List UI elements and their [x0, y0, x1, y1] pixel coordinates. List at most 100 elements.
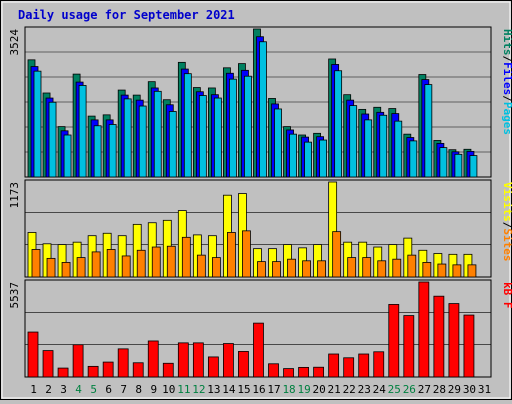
x-axis-day-label: 18	[282, 383, 295, 396]
hits-files-pages-bar-pages	[379, 114, 388, 178]
visits-sites-bar-sites	[106, 249, 116, 278]
hits-files-pages-bar-pages	[63, 134, 72, 178]
hits-files-pages-bar-pages	[93, 125, 102, 178]
kbytes-bar-kb-f	[283, 368, 294, 378]
x-axis-day-label: 5	[90, 383, 97, 396]
x-axis-day-label: 12	[192, 383, 205, 396]
legend-item: Pages	[501, 102, 512, 135]
x-axis-day-label: 26	[403, 383, 416, 396]
kbytes-bar-kb-f	[433, 295, 445, 378]
x-axis-day-label: 8	[135, 383, 142, 396]
x-axis-day-label: 14	[222, 383, 236, 396]
kbytes-bar-kb-f	[358, 353, 370, 378]
kbytes-bar-kb-f	[177, 342, 189, 378]
visits-sites-bar-sites	[287, 258, 296, 278]
x-axis-day-label: 25	[388, 383, 401, 396]
kbytes-bar-kb-f	[448, 303, 460, 378]
hits-files-pages-bar-pages	[334, 70, 343, 178]
hits-files-pages-bar-pages	[123, 98, 132, 178]
visits-sites-bar-sites	[91, 251, 101, 278]
x-axis-day-label: 10	[162, 383, 175, 396]
hits-files-pages-bar-pages	[138, 105, 147, 178]
kbytes-bar-kb-f	[343, 357, 355, 378]
hits-files-pages-bar-pages	[424, 84, 433, 178]
kbytes-bar-kb-f	[388, 304, 400, 378]
x-axis-day-label: 3	[60, 383, 67, 396]
hits-files-pages-bar-pages	[33, 70, 42, 178]
x-axis-day-label: 21	[328, 383, 341, 396]
hits-files-pages-bar-pages	[304, 141, 312, 178]
visits-sites-bar-sites	[151, 246, 161, 278]
chart-title: Daily usage for September 2021	[18, 8, 235, 22]
kbytes-bar-kb-f	[102, 361, 114, 378]
visits-sites-bar-sites	[211, 257, 221, 278]
visits-sites-bar-sites	[407, 254, 417, 278]
x-axis-day-label: 22	[343, 383, 356, 396]
visits-sites-bar-sites	[452, 264, 462, 278]
hits-files-pages-bar-pages	[108, 124, 117, 178]
hits-files-pages-bar-pages	[213, 97, 222, 178]
x-axis-day-label: 30	[463, 383, 476, 396]
x-axis-day-label: 19	[297, 383, 310, 396]
x-axis-day-label: 23	[358, 383, 371, 396]
visits-sites-bar-sites	[257, 261, 266, 278]
kbytes-bar-kb-f	[147, 340, 159, 378]
kbytes-bar-kb-f	[162, 362, 174, 378]
visits-sites-bar-sites	[136, 249, 146, 278]
legend-item: Files	[501, 62, 512, 95]
kbytes-bar-kb-f	[207, 356, 219, 378]
x-axis-day-label: 1	[30, 383, 37, 396]
kbytes-bar-kb-f	[223, 343, 234, 378]
kbytes-bar-kb-f	[72, 344, 84, 378]
legend-item: /	[501, 222, 512, 229]
x-axis-day-label: 27	[418, 383, 431, 396]
legend-item: Visits	[501, 182, 512, 222]
visits-sites-bar-sites	[422, 262, 432, 278]
visits-sites-bar-sites	[242, 230, 251, 278]
hits-files-pages-bar-pages	[198, 95, 207, 178]
legend-item: kB F	[501, 282, 512, 309]
x-axis-day-label: 20	[313, 383, 326, 396]
kbytes-bar-kb-f	[298, 366, 309, 378]
visits-sites-bar-sites	[302, 260, 311, 278]
hits-files-pages-bar-pages	[394, 120, 403, 178]
x-axis-day-label: 24	[373, 383, 387, 396]
x-axis-day-label: 17	[267, 383, 280, 396]
visits-sites-bar-sites	[377, 260, 387, 278]
legend-item: /	[501, 95, 512, 102]
kbytes-bar-kb-f	[27, 331, 39, 378]
x-axis-day-label: 7	[120, 383, 127, 396]
kbytes-bar-kb-f	[313, 366, 325, 378]
kbytes-bar-kb-f	[87, 365, 99, 378]
x-axis-day-label: 9	[150, 383, 157, 396]
visits-sites-panel: 1173 Visits/Sites	[8, 179, 512, 278]
kbytes-bar-kb-f	[268, 363, 279, 378]
hits-files-pages-bar-pages	[244, 75, 252, 178]
visits-sites-ymax-label: 1173	[8, 182, 21, 209]
kbytes-bar-kb-f	[192, 342, 204, 378]
visits-sites-bar-sites	[332, 231, 342, 278]
hits-files-pages-bar-pages	[183, 73, 192, 178]
visits-sites-bar-sites	[227, 232, 236, 278]
hits-files-pages-bar-pages	[454, 153, 463, 178]
hits-files-pages-bar-pages	[153, 90, 162, 178]
visits-sites-bar-sites	[166, 245, 176, 278]
kbytes-ymax-label: 5537	[8, 282, 21, 309]
hits-files-pages-bar-pages	[168, 111, 177, 178]
x-axis-day-label: 29	[448, 383, 461, 396]
visits-sites-bar-sites	[392, 258, 402, 278]
hits-files-pages-bar-pages	[319, 139, 328, 178]
visits-sites-bar-sites	[121, 255, 131, 278]
x-axis-day-label: 28	[433, 383, 446, 396]
hits-files-pages-bar-pages	[229, 78, 237, 178]
kbytes-bar-kb-f	[253, 322, 264, 378]
x-axis-day-label: 16	[252, 383, 265, 396]
visits-sites-bar-sites	[61, 262, 71, 278]
kbytes-bar-kb-f	[403, 315, 415, 378]
visits-sites-legend: Visits/Sites	[501, 182, 512, 262]
kbytes-bar-kb-f	[238, 351, 249, 378]
legend-item: Sites	[501, 228, 512, 261]
